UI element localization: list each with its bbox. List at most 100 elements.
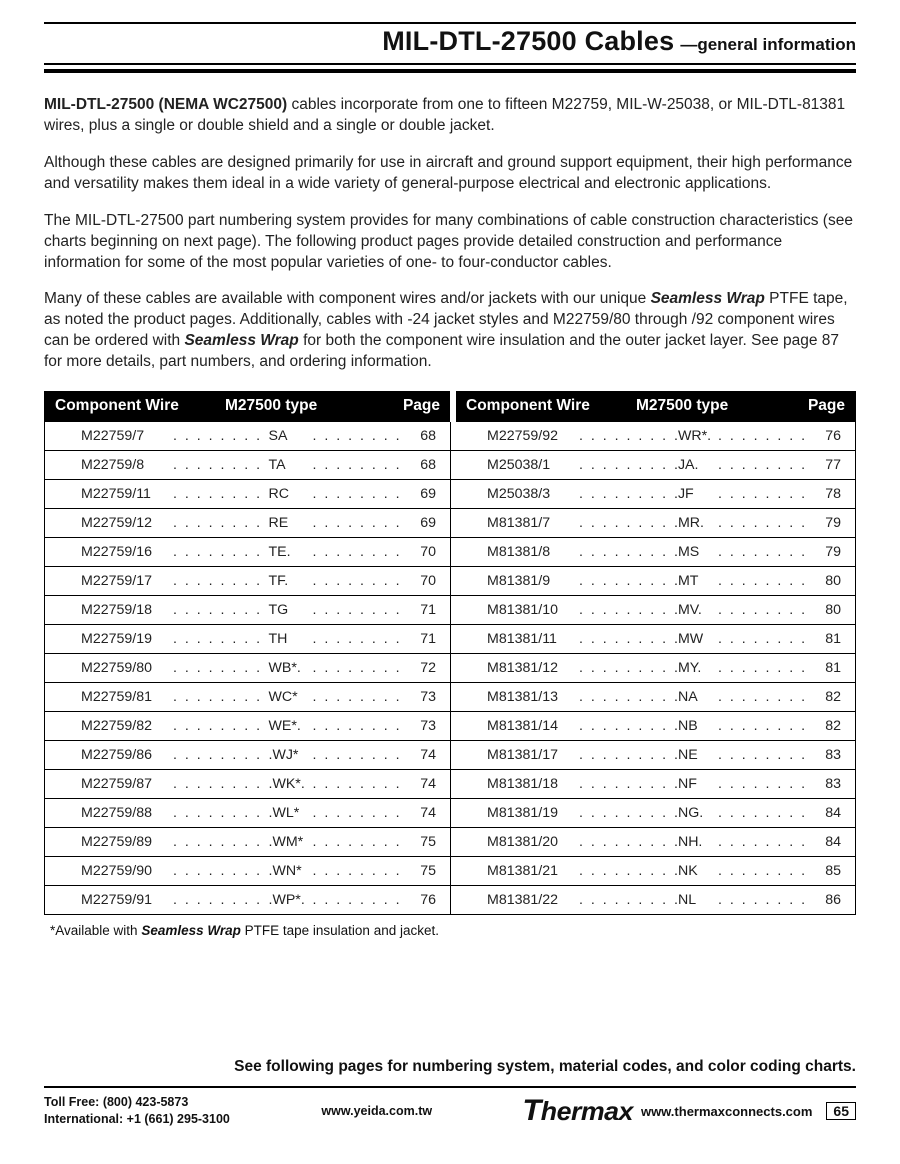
leader-dots: . . . . . . . . . . . . . . . . . . . . … bbox=[313, 805, 409, 821]
table-row: M22759/90 . . . . . . . . . . . . . . . … bbox=[45, 857, 450, 886]
table-row: M81381/17 . . . . . . . . . . . . . . . … bbox=[451, 741, 855, 770]
leader-dots: . . . . . . . . . . . . . . . . . . . . … bbox=[313, 573, 409, 589]
leader-dots: . . . . . . . . . . . . . . . . . . . . … bbox=[579, 602, 674, 618]
table-row: M81381/10 . . . . . . . . . . . . . . . … bbox=[451, 596, 855, 625]
footnote-pre: *Available with bbox=[50, 923, 141, 938]
leader-dots: . . . . . . . . . . . . . . . . . . . . … bbox=[173, 892, 269, 908]
leader-dots: . . . . . . . . . . . . . . . . . . . . … bbox=[579, 747, 674, 763]
leader-dots: . . . . . . . . . . . . . . . . . . . . … bbox=[718, 892, 813, 908]
leader-dots: . . . . . . . . . . . . . . . . . . . . … bbox=[173, 718, 269, 734]
leader-dots: . . . . . . . . . . . . . . . . . . . . … bbox=[718, 457, 813, 473]
table-row: M81381/21 . . . . . . . . . . . . . . . … bbox=[451, 857, 855, 886]
leader-dots: . . . . . . . . . . . . . . . . . . . . … bbox=[313, 892, 409, 908]
top-rule bbox=[44, 22, 856, 24]
table-row: M81381/18 . . . . . . . . . . . . . . . … bbox=[451, 770, 855, 799]
title-underline bbox=[44, 69, 856, 73]
toll-free-number: (800) 423-5873 bbox=[103, 1095, 188, 1109]
brand-logo: Thermax bbox=[522, 1094, 633, 1128]
cell-page: 73 bbox=[408, 718, 436, 734]
page-title: MIL-DTL-27500 Cables bbox=[382, 26, 674, 57]
cell-type: TE. bbox=[269, 544, 313, 560]
cell-page: 68 bbox=[408, 457, 436, 473]
cell-wire: M22759/92 bbox=[487, 428, 579, 444]
leader-dots: . . . . . . . . . . . . . . . . . . . . … bbox=[313, 515, 409, 531]
cell-page: 82 bbox=[813, 718, 841, 734]
page-footer: Toll Free: (800) 423-5873 International:… bbox=[44, 1088, 856, 1128]
table-row: M22759/89 . . . . . . . . . . . . . . . … bbox=[45, 828, 450, 857]
table-row: M22759/11 . . . . . . . . . . . . . . . … bbox=[45, 480, 450, 509]
leader-dots: . . . . . . . . . . . . . . . . . . . . … bbox=[313, 660, 409, 676]
leader-dots: . . . . . . . . . . . . . . . . . . . . … bbox=[313, 776, 409, 792]
cell-wire: M81381/21 bbox=[487, 863, 579, 879]
leader-dots: . . . . . . . . . . . . . . . . . . . . … bbox=[173, 573, 269, 589]
cell-wire: M22759/86 bbox=[81, 747, 173, 763]
cell-page: 86 bbox=[813, 892, 841, 908]
cell-wire: M81381/9 bbox=[487, 573, 579, 589]
table-row: M22759/17 . . . . . . . . . . . . . . . … bbox=[45, 567, 450, 596]
cell-page: 75 bbox=[408, 834, 436, 850]
table-row: M22759/87 . . . . . . . . . . . . . . . … bbox=[45, 770, 450, 799]
cell-page: 68 bbox=[408, 428, 436, 444]
cell-wire: M22759/88 bbox=[81, 805, 173, 821]
leader-dots: . . . . . . . . . . . . . . . . . . . . … bbox=[579, 805, 674, 821]
table-row: M22759/12 . . . . . . . . . . . . . . . … bbox=[45, 509, 450, 538]
cell-wire: M22759/82 bbox=[81, 718, 173, 734]
cell-type: .NL bbox=[674, 892, 718, 908]
table-row: M22759/8 . . . . . . . . . . . . . . . .… bbox=[45, 451, 450, 480]
footnote-post: PTFE tape insulation and jacket. bbox=[241, 923, 439, 938]
cell-wire: M81381/10 bbox=[487, 602, 579, 618]
cell-page: 79 bbox=[813, 515, 841, 531]
cell-type: .WJ* bbox=[269, 747, 313, 763]
cell-wire: M22759/8 bbox=[81, 457, 173, 473]
cell-wire: M22759/89 bbox=[81, 834, 173, 850]
leader-dots: . . . . . . . . . . . . . . . . . . . . … bbox=[173, 660, 269, 676]
leader-dots: . . . . . . . . . . . . . . . . . . . . … bbox=[173, 486, 269, 502]
leader-dots: . . . . . . . . . . . . . . . . . . . . … bbox=[579, 689, 674, 705]
leader-dots: . . . . . . . . . . . . . . . . . . . . … bbox=[579, 834, 674, 850]
component-wire-table: Component Wire M27500 type Page Componen… bbox=[44, 391, 856, 915]
cell-wire: M22759/16 bbox=[81, 544, 173, 560]
leader-dots: . . . . . . . . . . . . . . . . . . . . … bbox=[313, 428, 409, 444]
leader-dots: . . . . . . . . . . . . . . . . . . . . … bbox=[718, 718, 813, 734]
leader-dots: . . . . . . . . . . . . . . . . . . . . … bbox=[173, 834, 269, 850]
leader-dots: . . . . . . . . . . . . . . . . . . . . … bbox=[173, 515, 269, 531]
table-row: M81381/11 . . . . . . . . . . . . . . . … bbox=[451, 625, 855, 654]
body-copy: MIL-DTL-27500 (NEMA WC27500) cables inco… bbox=[44, 95, 856, 373]
table-row: M22759/7 . . . . . . . . . . . . . . . .… bbox=[45, 422, 450, 451]
leader-dots: . . . . . . . . . . . . . . . . . . . . … bbox=[173, 863, 269, 879]
cell-type: RC bbox=[269, 486, 313, 502]
table-row: M81381/19 . . . . . . . . . . . . . . . … bbox=[451, 799, 855, 828]
leader-dots: . . . . . . . . . . . . . . . . . . . . … bbox=[718, 486, 813, 502]
table-row: M22759/81 . . . . . . . . . . . . . . . … bbox=[45, 683, 450, 712]
cell-page: 71 bbox=[408, 631, 436, 647]
cell-type: .WM* bbox=[269, 834, 313, 850]
cell-wire: M81381/12 bbox=[487, 660, 579, 676]
cell-wire: M22759/12 bbox=[81, 515, 173, 531]
cell-wire: M22759/11 bbox=[81, 486, 173, 502]
leader-dots: . . . . . . . . . . . . . . . . . . . . … bbox=[718, 515, 813, 531]
leader-dots: . . . . . . . . . . . . . . . . . . . . … bbox=[173, 689, 269, 705]
cell-page: 70 bbox=[408, 573, 436, 589]
cell-type: .WL* bbox=[269, 805, 313, 821]
table-row: M22759/82 . . . . . . . . . . . . . . . … bbox=[45, 712, 450, 741]
cell-wire: M81381/22 bbox=[487, 892, 579, 908]
leader-dots: . . . . . . . . . . . . . . . . . . . . … bbox=[173, 631, 269, 647]
table-footnote: *Available with Seamless Wrap PTFE tape … bbox=[44, 923, 856, 938]
cell-type: .MV. bbox=[674, 602, 718, 618]
cell-page: 76 bbox=[813, 428, 841, 444]
leader-dots: . . . . . . . . . . . . . . . . . . . . … bbox=[313, 602, 409, 618]
cell-wire: M22759/90 bbox=[81, 863, 173, 879]
cell-page: 80 bbox=[813, 602, 841, 618]
cell-wire: M81381/19 bbox=[487, 805, 579, 821]
cell-page: 70 bbox=[408, 544, 436, 560]
table-row: M81381/7 . . . . . . . . . . . . . . . .… bbox=[451, 509, 855, 538]
paragraph-3: The MIL-DTL-27500 part numbering system … bbox=[44, 211, 856, 274]
table-row: M22759/91 . . . . . . . . . . . . . . . … bbox=[45, 886, 450, 914]
cell-type: WC* bbox=[269, 689, 313, 705]
cell-type: .NA bbox=[674, 689, 718, 705]
table-row: M22759/80 . . . . . . . . . . . . . . . … bbox=[45, 654, 450, 683]
seamless-wrap-emphasis: Seamless Wrap bbox=[141, 923, 241, 938]
cell-type: TH bbox=[269, 631, 313, 647]
cell-page: 73 bbox=[408, 689, 436, 705]
cell-page: 84 bbox=[813, 834, 841, 850]
